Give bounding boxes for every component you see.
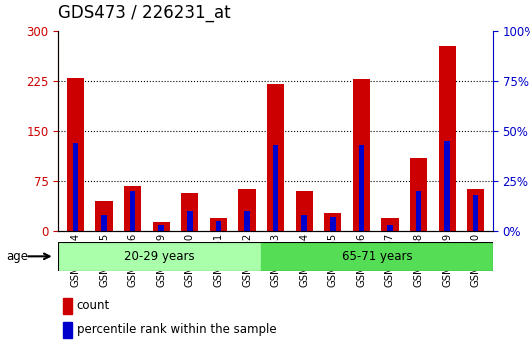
Bar [330,217,335,231]
Bar [210,218,227,231]
Bar [244,211,250,231]
Bar [473,195,479,231]
Bar [58,241,261,271]
Bar [101,215,107,231]
Bar [467,189,484,231]
Bar [261,241,493,271]
Bar [359,145,364,231]
Text: count: count [76,299,110,312]
Bar [382,218,399,231]
Bar [73,143,78,231]
Bar [95,201,112,231]
Bar [63,322,72,338]
Bar [273,145,278,231]
Bar [302,215,307,231]
Text: percentile rank within the sample: percentile rank within the sample [76,324,276,336]
Bar [216,221,221,231]
Bar [387,225,393,231]
Bar [238,189,255,231]
Bar [187,211,192,231]
Bar [296,191,313,231]
Text: 20-29 years: 20-29 years [125,250,195,263]
Bar [153,223,170,231]
Text: GDS473 / 226231_at: GDS473 / 226231_at [58,4,231,22]
Bar [353,79,370,231]
Bar [67,78,84,231]
Bar [416,191,421,231]
Bar [181,193,198,231]
Bar [438,46,456,231]
Text: 65-71 years: 65-71 years [342,250,412,263]
Bar [445,141,450,231]
Bar [267,85,284,231]
Bar [124,186,141,231]
Text: age: age [6,250,29,263]
Bar [158,225,164,231]
Bar [410,158,427,231]
Bar [63,298,72,314]
Bar [130,191,135,231]
Bar [324,213,341,231]
